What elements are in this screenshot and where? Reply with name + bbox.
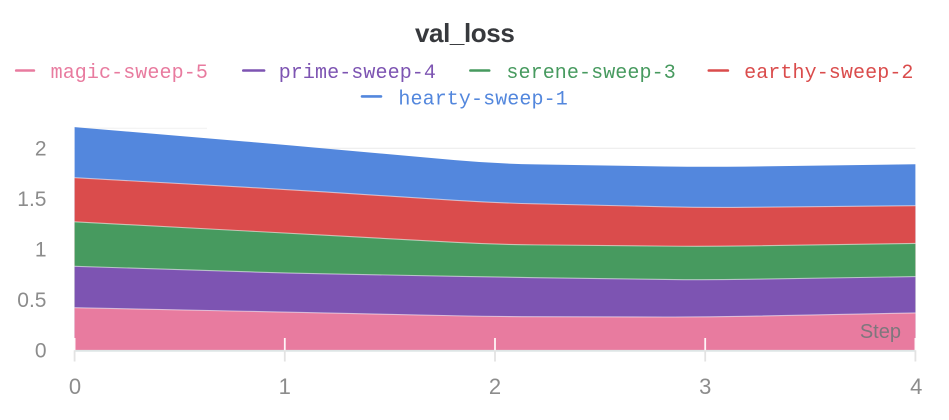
svg-text:3: 3 (699, 374, 711, 399)
svg-text:0: 0 (69, 374, 81, 399)
svg-text:0: 0 (35, 340, 47, 363)
svg-text:2: 2 (489, 374, 501, 399)
svg-text:earthy-sweep-2: earthy-sweep-2 (744, 62, 913, 85)
svg-text:prime-sweep-4: prime-sweep-4 (279, 62, 436, 85)
svg-text:2: 2 (35, 138, 47, 161)
svg-text:Step: Step (860, 321, 901, 343)
svg-text:4: 4 (910, 374, 922, 399)
svg-text:1: 1 (279, 374, 291, 399)
svg-text:serene-sweep-3: serene-sweep-3 (506, 62, 675, 85)
svg-text:magic-sweep-5: magic-sweep-5 (51, 62, 208, 85)
svg-text:hearty-sweep-1: hearty-sweep-1 (398, 88, 567, 111)
svg-text:1: 1 (35, 239, 47, 262)
svg-text:0.5: 0.5 (17, 289, 46, 312)
svg-text:1.5: 1.5 (17, 188, 46, 211)
svg-text:val_loss: val_loss (415, 18, 514, 48)
